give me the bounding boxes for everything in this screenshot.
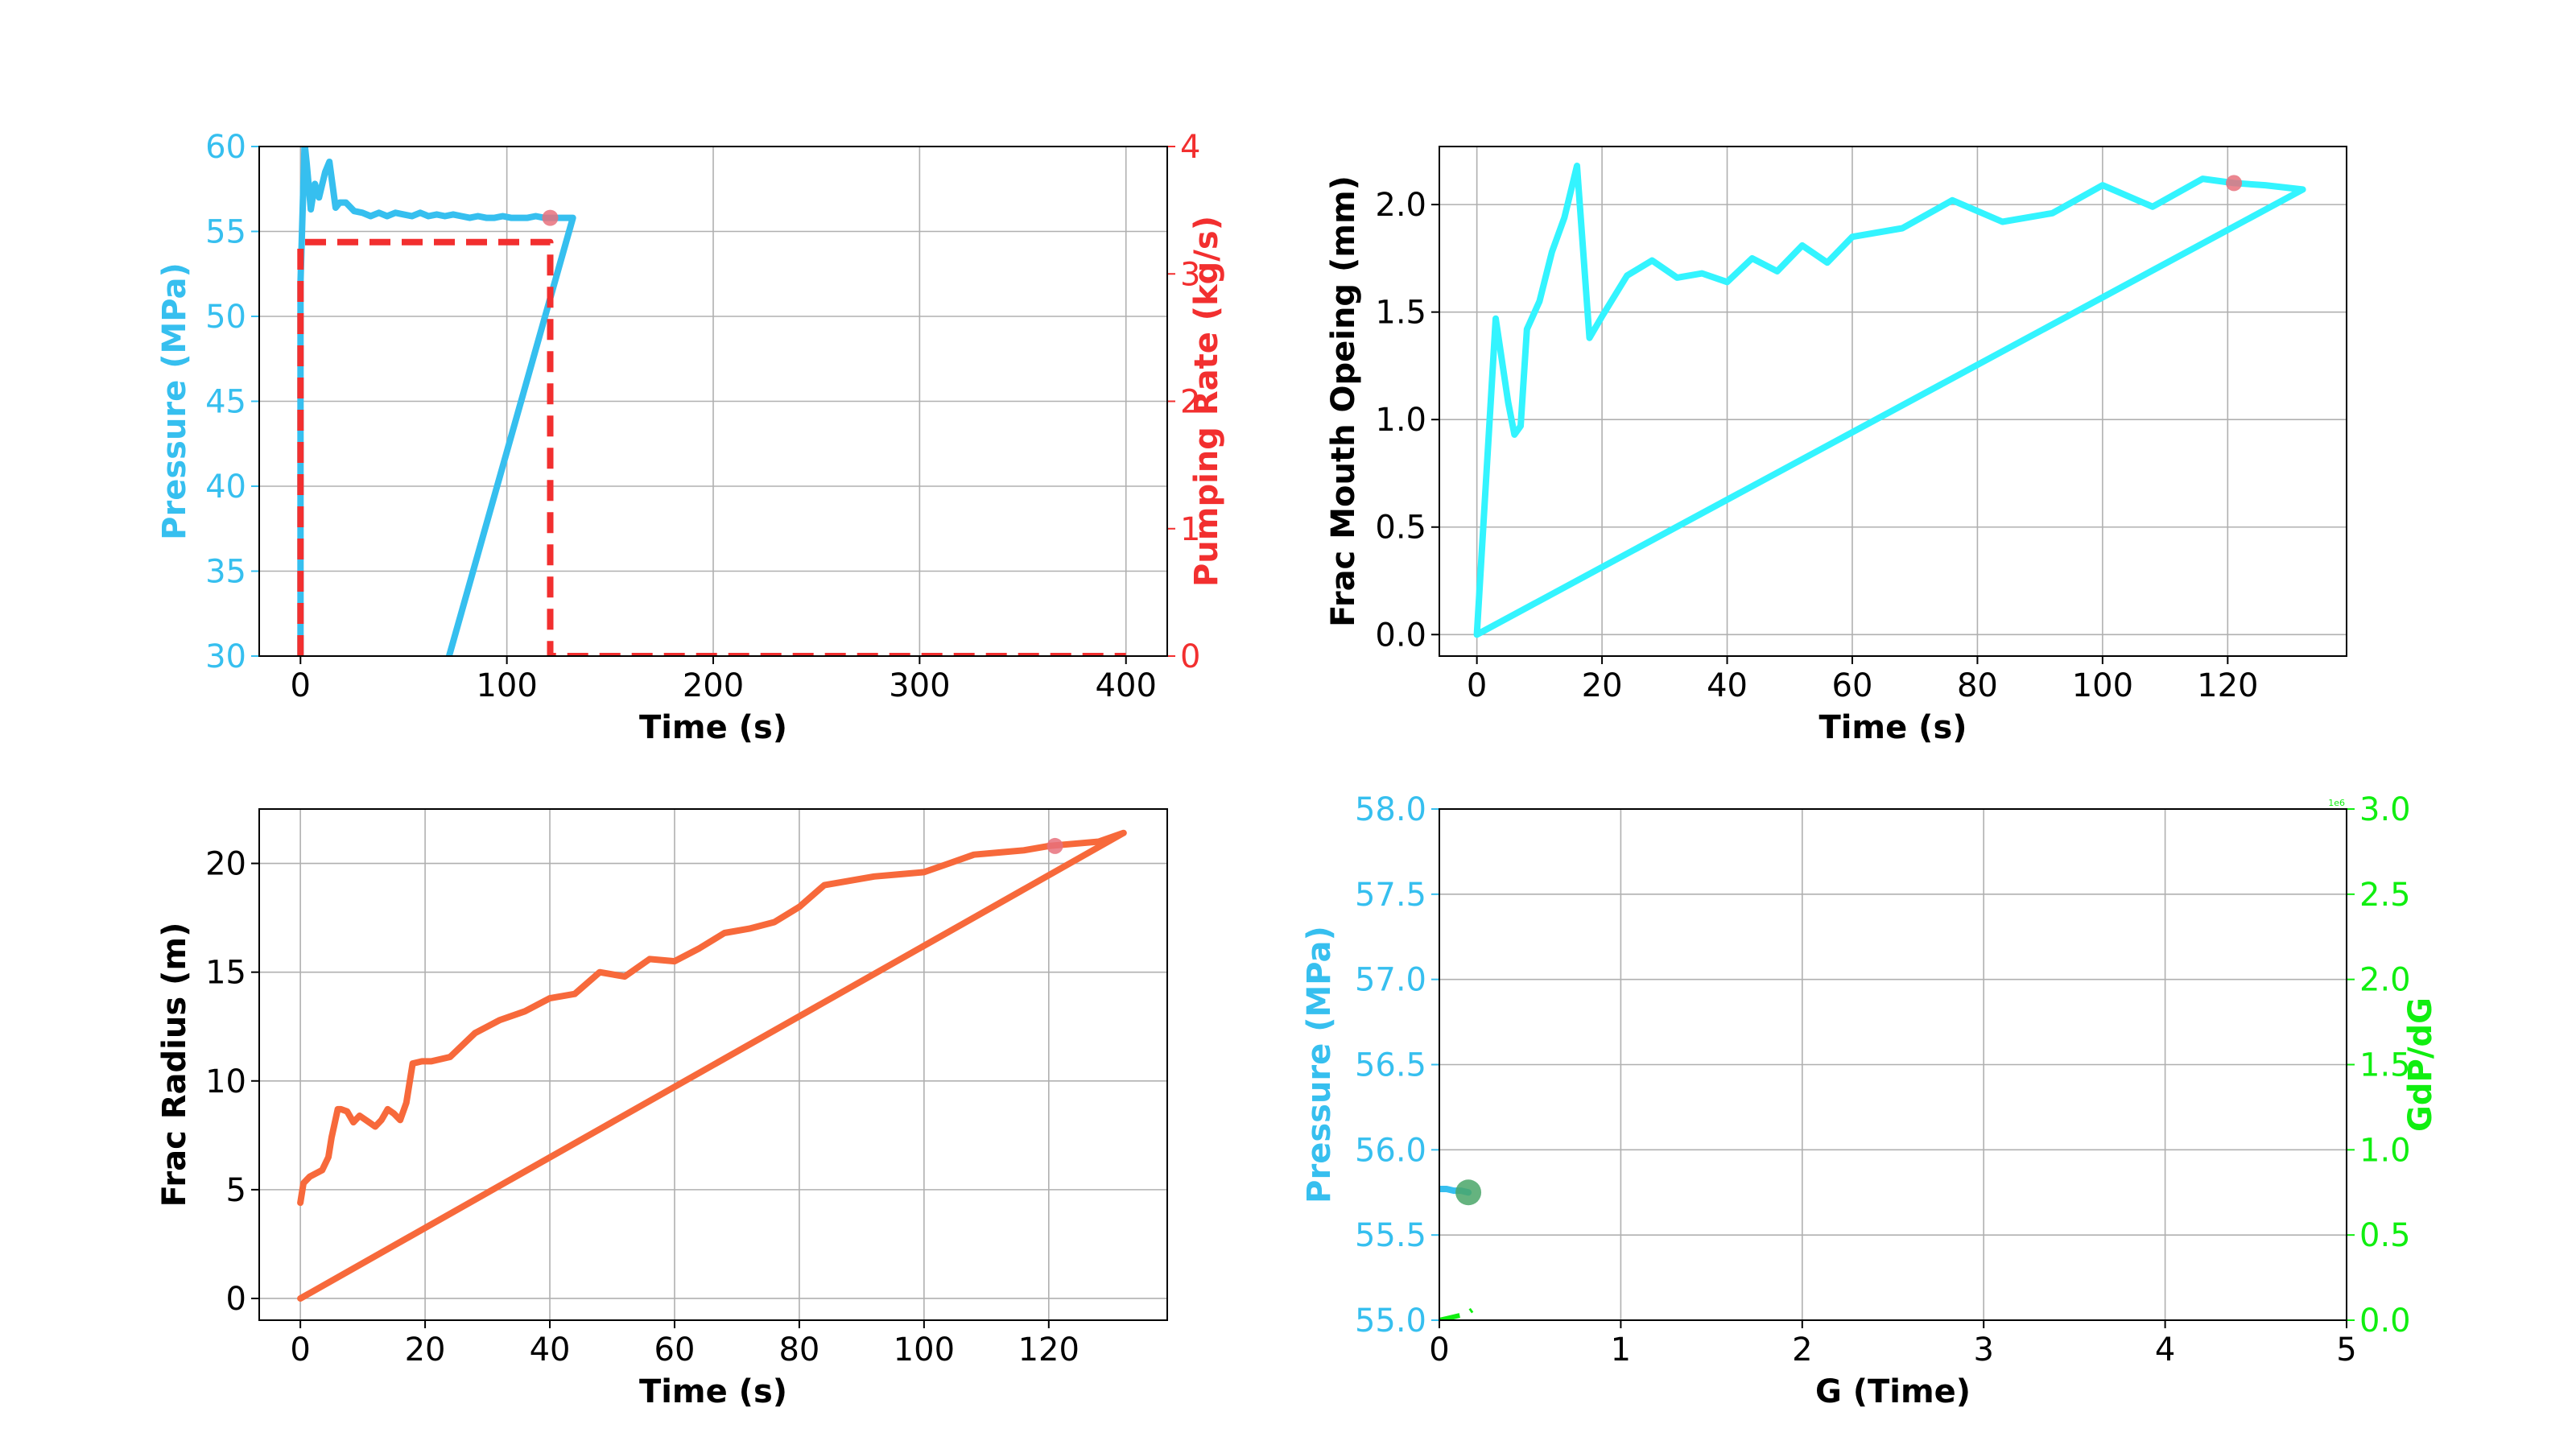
x-tick-label: 60	[654, 1331, 696, 1368]
current-point-marker	[2226, 175, 2243, 192]
axes-frame	[1439, 808, 2347, 1321]
y-axis-title: Frac Radius (m)	[156, 923, 193, 1208]
plot-area	[297, 147, 1126, 656]
x-tick-label: 80	[1957, 667, 1998, 704]
y-tick-label: 55.5	[1355, 1217, 1426, 1254]
x-tick-label: 3	[1973, 1331, 1993, 1368]
x-axis-title: Time (s)	[1818, 709, 1967, 746]
y-tick-label: 10	[205, 1063, 246, 1100]
y2-tick-label: 0.5	[2359, 1217, 2411, 1254]
y-tick-label: 1.0	[1375, 402, 1426, 439]
x-tick-label: 0	[290, 1331, 310, 1368]
y-axis-title: Frac Mouth Opeing (mm)	[1325, 175, 1362, 627]
series-line-2	[297, 238, 1126, 656]
y-tick-label: 57.0	[1355, 962, 1426, 999]
y-tick-label: 56.5	[1355, 1047, 1426, 1084]
y2-axis-title: GdP/dG	[2402, 997, 2439, 1132]
axes-frame	[258, 146, 1168, 657]
y2-tick-label: 4	[1180, 129, 1200, 166]
y2-tick-label: 0.0	[2359, 1302, 2411, 1340]
y-tick-label: 56.0	[1355, 1132, 1426, 1169]
y-tick-label: 2.0	[1375, 187, 1426, 224]
x-tick-label: 100	[476, 667, 537, 704]
x-tick-label: 5	[2336, 1331, 2356, 1368]
x-tick-label: 120	[2197, 667, 2258, 704]
axes-frame	[258, 808, 1168, 1321]
plot-area	[297, 829, 1127, 1302]
x-tick-label: 0	[1467, 667, 1487, 704]
current-point-marker	[1046, 837, 1063, 854]
plot-area	[1439, 1186, 1474, 1320]
x-tick-label: 200	[683, 667, 744, 704]
y-tick-label: 58.0	[1355, 791, 1426, 828]
y-tick-label: 5	[226, 1172, 246, 1209]
y-tick-label: 0.5	[1375, 510, 1426, 547]
x-tick-label: 100	[2072, 667, 2133, 704]
x-tick-label: 300	[889, 667, 950, 704]
current-point-marker	[1455, 1179, 1482, 1206]
y2-tick-label: 1	[1180, 511, 1200, 548]
y2-tick-label: 3.0	[2359, 791, 2411, 828]
y2-tick-label: 2.0	[2359, 962, 2411, 999]
y2-tick-label: 0	[1180, 638, 1200, 675]
y-tick-label: 15	[205, 955, 246, 992]
y-axis-title: Pressure (MPa)	[156, 262, 193, 540]
y-tick-label: 0	[226, 1281, 246, 1318]
y-tick-label: 20	[205, 846, 246, 883]
x-tick-label: 20	[405, 1331, 446, 1368]
y-tick-label: 45	[205, 384, 246, 421]
y2-tick-label: 2	[1180, 384, 1200, 421]
y-tick-label: 55	[205, 214, 246, 251]
x-tick-label: 80	[778, 1331, 819, 1368]
y2-tick-label: 2.5	[2359, 877, 2411, 914]
plot-area	[1473, 163, 2306, 638]
chart-panel-1: 0 100 200 300 400 30 35 40 45 50 55 60 0 1 2 3 4 Time (s)…	[156, 129, 1225, 746]
x-tick-label: 4	[2155, 1331, 2175, 1368]
y2-offset-label: 1e6	[2328, 798, 2345, 808]
y-tick-label: 57.5	[1355, 877, 1426, 914]
series-line-1	[1473, 163, 2306, 638]
y-tick-label: 30	[205, 638, 246, 675]
x-tick-label: 100	[894, 1331, 955, 1368]
y-tick-label: 60	[205, 129, 246, 166]
x-tick-label: 1	[1611, 1331, 1631, 1368]
y-tick-label: 40	[205, 469, 246, 506]
x-tick-label: 0	[1429, 1331, 1449, 1368]
series-line-2	[1439, 1307, 1474, 1320]
x-tick-label: 0	[291, 667, 311, 704]
chart-panel-2: 0 20 40 60 80 100 120 0.0 0.5 1.0 1.5 2.0 Time (s) Fr…	[1325, 146, 2347, 746]
y-tick-label: 0.0	[1375, 617, 1426, 654]
x-tick-label: 400	[1096, 667, 1157, 704]
axes-frame	[1439, 146, 2347, 657]
x-axis-title: G (Time)	[1815, 1373, 1971, 1410]
chart-panel-3: 0 20 40 60 80 100 120 0 5 10 15 20 Time (s) Frac Radi…	[156, 808, 1168, 1410]
y-tick-label: 50	[205, 299, 246, 336]
x-axis-title: Time (s)	[639, 709, 787, 746]
current-point-marker	[542, 209, 559, 226]
x-tick-label: 2	[1792, 1331, 1812, 1368]
y-tick-label: 35	[205, 554, 246, 591]
y2-axis-title: Pumping Rate (kg/s)	[1188, 216, 1225, 587]
y-tick-label: 55.0	[1355, 1302, 1426, 1340]
y2-tick-label: 3	[1180, 256, 1200, 293]
y2-tick-label: 1.5	[2359, 1047, 2411, 1084]
x-tick-label: 60	[1832, 667, 1873, 704]
series-line-1	[297, 147, 576, 656]
x-tick-label: 20	[1582, 667, 1623, 704]
x-tick-label: 40	[1707, 667, 1748, 704]
y2-tick-label: 1.0	[2359, 1132, 2411, 1169]
y-axis-title: Pressure (MPa)	[1301, 926, 1338, 1203]
x-axis-title: Time (s)	[639, 1373, 787, 1410]
chart-panel-4: 0 1 2 3 4 5 55.0 55.5 56.0 56.5 57.0 57.5 58.0 0.0 0.5…	[1301, 791, 2439, 1410]
x-tick-label: 40	[530, 1331, 571, 1368]
x-tick-label: 120	[1018, 1331, 1080, 1368]
y-tick-label: 1.5	[1375, 295, 1426, 332]
series-line-1	[297, 829, 1127, 1302]
